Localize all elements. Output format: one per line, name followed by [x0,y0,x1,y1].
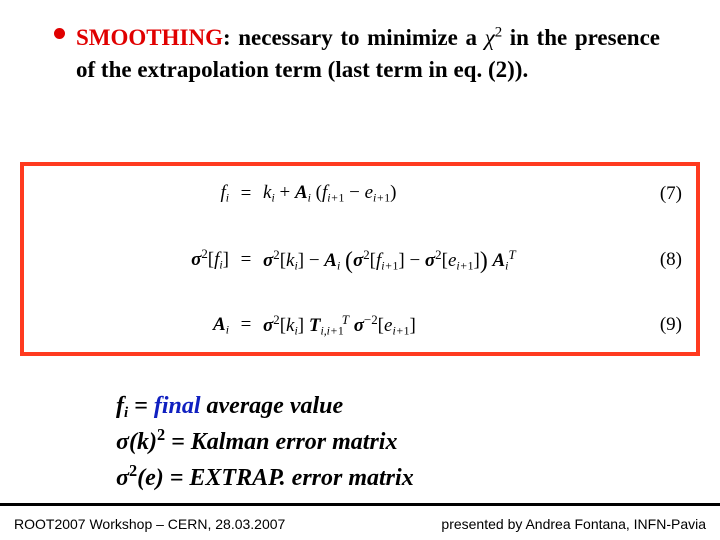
equation-row-7: fi=ki + Ai (fi+1 − ei+1)(7) [24,182,696,205]
equation-row-8: σ2[fi]=σ2[ki] − Ai (σ2[fi+1] − σ2[ei+1])… [24,246,696,273]
eq-rhs: σ2[ki] Ti,i+1T σ−2[ei+1] [263,312,696,338]
slide: SMOOTHING: necessary to mini­mize a χ2 i… [0,0,720,540]
legend-row-0: fi = final average value [116,390,414,424]
equation-row-9: Ai=σ2[ki] Ti,i+1T σ−2[ei+1](9) [24,312,696,338]
footer-right: presented by Andrea Fontana, INFN-Pavia [441,516,706,532]
footer-left: ROOT2007 Workshop – CERN, 28.03.2007 [14,516,285,532]
eq-equals: = [229,183,263,205]
footer: ROOT2007 Workshop – CERN, 28.03.2007 pre… [14,516,706,532]
legend-row-2: σ2(e) = EXTRAP. error matrix [116,460,414,496]
bullet-block: SMOOTHING: necessary to mini­mize a χ2 i… [76,22,660,85]
eq-number: (8) [660,249,682,271]
legend-row-1: σ(k)2 = Kalman error matrix [116,424,414,460]
bullet-dot-icon [54,28,65,39]
chi-symbol: χ [485,25,495,50]
eq-lhs: σ2[fi] [24,246,229,272]
eq-equals: = [229,314,263,336]
eq-lhs: Ai [24,314,229,337]
eq-number: (9) [660,314,682,336]
legend-block: fi = final average valueσ(k)2 = Kalman e… [116,390,414,495]
eq-number: (7) [660,183,682,205]
smoothing-keyword: SMOOTHING [76,25,223,50]
footer-divider [0,503,720,506]
eq-rhs: σ2[ki] − Ai (σ2[fi+1] − σ2[ei+1]) AiT [263,246,696,273]
eq-equals: = [229,249,263,271]
bullet-text-1: : necessary to mini­mize a [223,25,485,50]
equation-box: fi=ki + Ai (fi+1 − ei+1)(7)σ2[fi]=σ2[ki]… [20,162,700,356]
chi-squared: χ2 [485,25,503,50]
bullet-text: SMOOTHING: necessary to mini­mize a χ2 i… [76,22,660,85]
eq-lhs: fi [24,182,229,205]
eq-rhs: ki + Ai (fi+1 − ei+1) [263,182,696,205]
